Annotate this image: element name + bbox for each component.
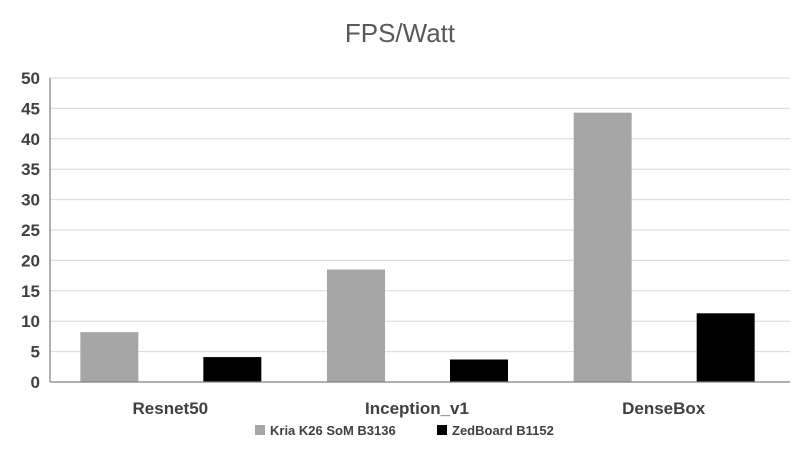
y-tick-label: 35 <box>21 160 40 179</box>
y-tick-label: 10 <box>21 312 40 331</box>
bar-kria-inception-v1 <box>327 269 385 382</box>
grid-lines <box>50 77 790 353</box>
legend-swatch <box>437 425 447 435</box>
y-tick-label: 25 <box>21 221 40 240</box>
y-tick-label: 50 <box>21 69 40 88</box>
y-tick-label: 0 <box>31 373 40 392</box>
y-tick-label: 30 <box>21 191 40 210</box>
y-tick-label: 20 <box>21 251 40 270</box>
y-axis: 0 5 10 15 20 25 30 35 40 45 50 <box>21 69 51 392</box>
bars <box>80 112 755 382</box>
y-tick-label: 40 <box>21 130 40 149</box>
x-tick-label: DenseBox <box>622 399 706 418</box>
bar-kria-resnet50 <box>80 332 139 382</box>
y-tick-label: 45 <box>21 99 40 118</box>
legend-label: ZedBoard B1152 <box>452 423 554 438</box>
bar-zedboard-densebox <box>696 313 755 382</box>
chart-title: FPS/Watt <box>345 18 456 48</box>
y-tick-label: 5 <box>31 343 40 362</box>
bar-zedboard-resnet50 <box>203 357 262 382</box>
legend: Kria K26 SoM B3136 ZedBoard B1152 <box>255 423 554 438</box>
x-tick-label: Inception_v1 <box>365 399 469 418</box>
legend-label: Kria K26 SoM B3136 <box>270 423 396 438</box>
x-tick-label: Resnet50 <box>133 399 209 418</box>
x-axis: Resnet50 Inception_v1 DenseBox <box>50 381 790 418</box>
bar-zedboard-inception-v1 <box>450 359 508 382</box>
y-tick-label: 15 <box>21 282 40 301</box>
bar-kria-densebox <box>573 112 632 382</box>
legend-swatch <box>255 425 265 435</box>
